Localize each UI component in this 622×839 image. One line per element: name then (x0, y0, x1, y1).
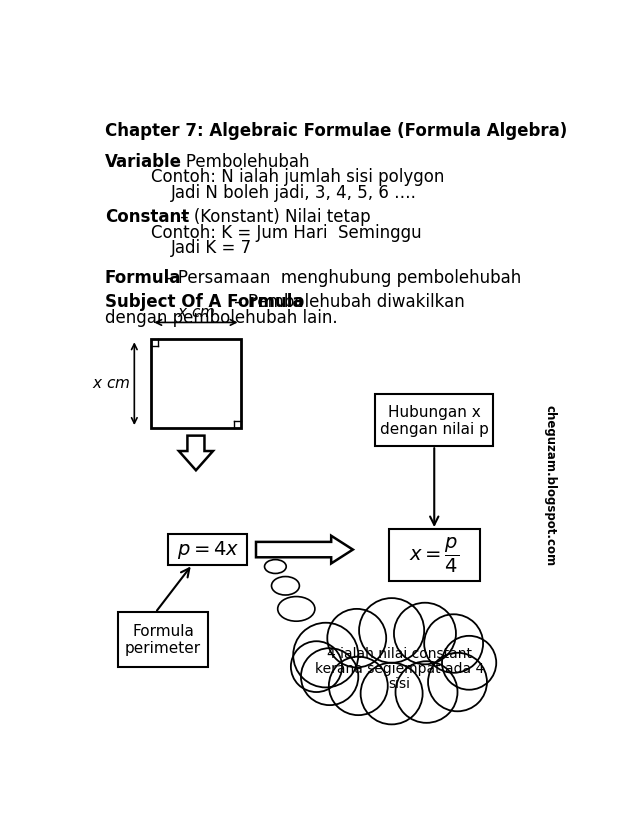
Text: $x\ cm$: $x\ cm$ (92, 376, 131, 391)
Text: Formula: Formula (132, 624, 194, 639)
Text: sisi: sisi (388, 677, 411, 691)
Text: – Pembolehubah diwakilkan: – Pembolehubah diwakilkan (229, 293, 465, 311)
Text: Chapter 7: Algebraic Formulae (Formula Algebra): Chapter 7: Algebraic Formulae (Formula A… (105, 122, 567, 140)
Text: dengan nilai p: dengan nilai p (380, 422, 489, 437)
Polygon shape (179, 435, 213, 471)
Text: Variable: Variable (105, 153, 182, 171)
Text: cheguzam.blogspot.com: cheguzam.blogspot.com (544, 405, 557, 566)
FancyBboxPatch shape (118, 612, 208, 667)
FancyBboxPatch shape (389, 529, 480, 581)
Text: Jadi N boleh jadi, 3, 4, 5, 6 ….: Jadi N boleh jadi, 3, 4, 5, 6 …. (171, 184, 417, 202)
Text: Contoh: K = Jum Hari  Seminggu: Contoh: K = Jum Hari Seminggu (151, 224, 422, 242)
Text: Subject Of A Formula: Subject Of A Formula (105, 293, 304, 311)
Text: $x = \dfrac{p}{4}$: $x = \dfrac{p}{4}$ (409, 535, 460, 575)
Text: perimeter: perimeter (125, 642, 201, 656)
Polygon shape (256, 536, 353, 564)
Text: – (Konstant) Nilai tetap: – (Konstant) Nilai tetap (175, 208, 370, 227)
Text: – Persamaan  menghubung pembolehubah: – Persamaan menghubung pembolehubah (159, 268, 521, 287)
Circle shape (329, 657, 388, 715)
Text: $x\ cm$: $x\ cm$ (177, 305, 215, 320)
Circle shape (424, 614, 483, 673)
Text: – Pembolehubah: – Pembolehubah (167, 153, 309, 171)
Circle shape (428, 653, 487, 711)
Text: 4 ialah nilai constant: 4 ialah nilai constant (327, 647, 472, 660)
Text: Hubungan x: Hubungan x (388, 405, 481, 420)
Text: $p = 4x$: $p = 4x$ (177, 539, 239, 560)
Text: Contoh: N ialah jumlah sisi polygon: Contoh: N ialah jumlah sisi polygon (151, 169, 445, 186)
Circle shape (361, 663, 422, 724)
Circle shape (442, 636, 496, 690)
Circle shape (327, 609, 386, 667)
Circle shape (293, 623, 358, 687)
Text: Formula: Formula (105, 268, 181, 287)
Circle shape (301, 649, 358, 705)
Text: dengan pembolehubah lain.: dengan pembolehubah lain. (105, 309, 338, 326)
Circle shape (394, 602, 456, 664)
Text: kerana segiempat ada 4: kerana segiempat ada 4 (315, 662, 484, 676)
Circle shape (396, 661, 458, 723)
FancyBboxPatch shape (375, 394, 493, 446)
Circle shape (291, 641, 342, 692)
Circle shape (359, 598, 424, 663)
FancyBboxPatch shape (169, 534, 248, 565)
Text: Jadi K = 7: Jadi K = 7 (171, 239, 252, 258)
Text: Constant: Constant (105, 208, 189, 227)
